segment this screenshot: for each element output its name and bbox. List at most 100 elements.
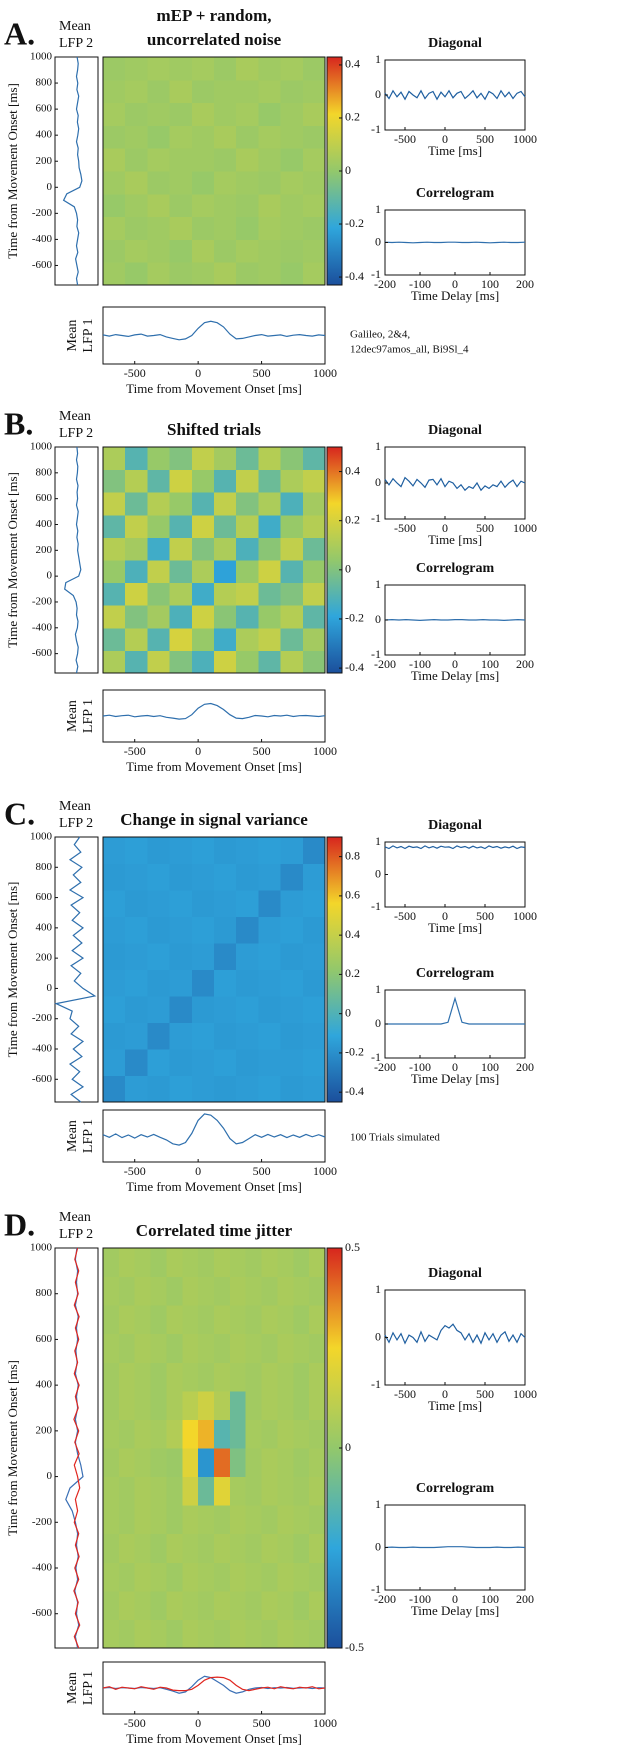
heatmap-cell [280, 890, 304, 917]
y-tick-label: 0 [375, 234, 381, 248]
colorbar [326, 836, 343, 1103]
heatmap-cell [191, 943, 215, 970]
heatmap-cell [147, 514, 171, 538]
x-tick-label: 1000 [313, 744, 337, 758]
heatmap-cell [103, 492, 126, 516]
heatmap-cell [258, 193, 282, 218]
heatmap-cell [103, 627, 126, 651]
heatmap-cell [280, 57, 304, 81]
colorbar-tick-label: -0.2 [345, 1045, 364, 1059]
y-axis-label: Mean [65, 700, 80, 732]
heatmap-cell [236, 837, 259, 864]
heatmap-cell [236, 469, 259, 493]
data-line [384, 89, 526, 101]
heatmap-cell [169, 57, 193, 81]
heatmap-cell [125, 605, 148, 629]
heatmap-cell [302, 837, 326, 864]
heatmap-cell [166, 1590, 183, 1620]
heatmap-cell [103, 560, 126, 584]
heatmap-cell [198, 1305, 215, 1335]
heatmap-cell [182, 1305, 199, 1335]
x-tick-label: -500 [394, 1387, 416, 1401]
heatmap-cell [169, 627, 193, 651]
heatmap-cell [302, 1049, 326, 1076]
heatmap-cell [236, 943, 259, 970]
y-tick-label: -200 [32, 1012, 53, 1024]
heatmap-cell [134, 1448, 152, 1478]
heatmap-cell [103, 1390, 120, 1420]
x-tick-label: -500 [124, 366, 146, 380]
heatmap-cell [150, 1505, 167, 1535]
heatmap-cell [103, 916, 126, 944]
heatmap-cell [166, 1276, 183, 1306]
heatmap-cell [236, 57, 259, 81]
heatmap-cell [214, 1448, 231, 1478]
heatmap-cell [166, 1248, 183, 1278]
heatmap-cell [261, 1362, 278, 1392]
heatmap-cell [258, 492, 282, 516]
heatmap-cell [214, 537, 237, 561]
heatmap-cell [302, 560, 326, 584]
heatmap-cell [229, 1362, 247, 1392]
heatmap-cell [125, 537, 148, 561]
y-tick-label: 0 [47, 181, 53, 193]
heatmap-cell [169, 916, 193, 944]
heatmap-cell [103, 582, 126, 606]
x-axis-label: Time Delay [ms] [411, 1071, 499, 1086]
heatmap-cell [150, 1533, 167, 1563]
heatmap-cell [258, 1049, 282, 1076]
heatmap-cell [214, 863, 237, 891]
plot-frame [102, 1109, 326, 1163]
heatmap-cell [118, 1476, 136, 1506]
heatmap-cell [302, 1022, 326, 1050]
heatmap-cell [236, 605, 259, 629]
heatmap-cell [214, 650, 237, 674]
heatmap-cell [191, 863, 215, 891]
heatmap-cell [103, 996, 126, 1023]
colorbar-tick-label: 0.4 [345, 463, 360, 477]
plot-frame [384, 841, 526, 908]
y-tick-label: -400 [32, 1043, 53, 1055]
heatmap-cell [309, 1390, 326, 1420]
heatmap-cell [118, 1505, 136, 1535]
x-axis-label: Time Delay [ms] [411, 288, 499, 303]
y-axis-label: LFP 1 [81, 318, 96, 352]
heatmap-cell [245, 1248, 263, 1278]
heatmap-cell [147, 148, 171, 172]
heatmap-cell [147, 916, 171, 944]
heatmap-cell [118, 1448, 136, 1478]
plot-title: LFP 2 [59, 1227, 93, 1242]
heatmap-cell [169, 102, 193, 126]
heatmap-cell [277, 1248, 294, 1278]
heatmap-cell [309, 1333, 326, 1363]
heatmap-cell [236, 916, 259, 944]
heatmap-cell [147, 216, 171, 240]
x-axis-label: Time Delay [ms] [411, 668, 499, 683]
heatmap-cell [245, 1390, 263, 1420]
x-axis-label: Time [ms] [428, 143, 482, 158]
heatmap-cell [147, 969, 171, 997]
heatmap-cell [103, 102, 126, 126]
heatmap-cell [258, 627, 282, 651]
heatmap-cell [103, 239, 126, 263]
heatmap-cell [147, 125, 171, 149]
heatmap-cell [261, 1276, 278, 1306]
plot-frame [54, 836, 99, 1103]
heatmap-cell [261, 1590, 278, 1620]
heatmap-cell [169, 537, 193, 561]
heatmap-cell [214, 57, 237, 81]
heatmap-cell [245, 1362, 263, 1392]
colorbar-tick-label: 0.2 [345, 966, 360, 980]
heatmap-cell [214, 1562, 231, 1592]
heatmap-cell [236, 447, 259, 471]
heatmap-cell [125, 193, 148, 218]
x-axis-label: Time [ms] [428, 532, 482, 547]
heatmap-cell [293, 1333, 310, 1363]
heatmap-cell [280, 102, 304, 126]
heatmap-cell [236, 890, 259, 917]
heatmap-cell [302, 863, 326, 891]
heatmap-cell [280, 125, 304, 149]
y-tick-label: 1 [375, 577, 381, 591]
heatmap-cell [280, 996, 304, 1023]
heatmap-cell [147, 193, 171, 218]
